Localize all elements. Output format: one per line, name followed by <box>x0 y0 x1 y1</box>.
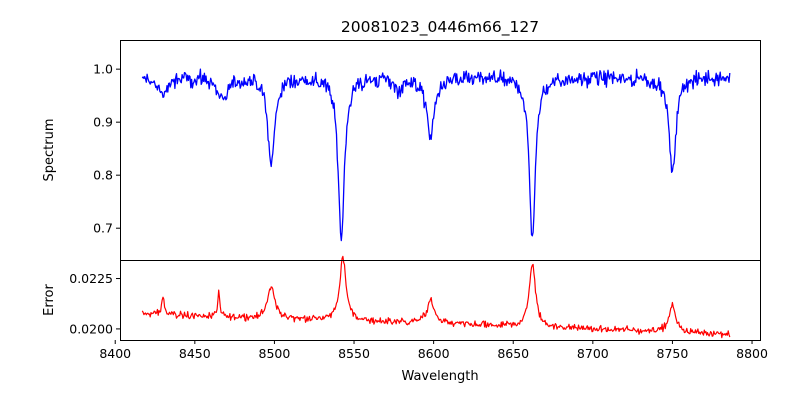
spectrum-y-tick-label: 0.9 <box>93 115 113 130</box>
x-tick-label: 8500 <box>259 346 291 361</box>
spectrum-y-tick-label: 0.7 <box>93 221 113 236</box>
spectrum-series-line <box>141 68 731 242</box>
error-panel: 0.0200 0.0225 Error <box>42 255 761 341</box>
x-tick-label: 8750 <box>657 346 689 361</box>
error-y-tick-label: 0.0225 <box>69 271 113 286</box>
x-tick-label: 8450 <box>179 346 211 361</box>
error-axes-frame <box>120 260 761 341</box>
error-y-tick-label: 0.0200 <box>69 321 113 336</box>
chart-title: 20081023_0446m66_127 <box>341 18 539 37</box>
x-tick-label: 8600 <box>418 346 450 361</box>
x-tick-label: 8650 <box>497 346 529 361</box>
error-series-line <box>141 255 731 339</box>
x-tick-label: 8550 <box>338 346 370 361</box>
error-y-ticks: 0.0200 0.0225 <box>69 271 120 336</box>
spectrum-y-axis-label: Spectrum <box>42 119 57 182</box>
x-tick-label: 8800 <box>736 346 768 361</box>
x-tick-label: 8700 <box>577 346 609 361</box>
x-tick-label: 8400 <box>99 346 131 361</box>
x-axis-label: Wavelength <box>401 369 478 384</box>
x-ticks: 8400 8450 8500 8550 8600 8650 8700 8750 8800 <box>99 340 768 361</box>
spectrum-y-ticks: 0.7 0.8 0.9 1.0 <box>93 62 120 236</box>
spectrum-y-tick-label: 0.8 <box>93 168 113 183</box>
spectrum-y-tick-label: 1.0 <box>93 62 113 77</box>
error-y-axis-label: Error <box>42 284 57 316</box>
